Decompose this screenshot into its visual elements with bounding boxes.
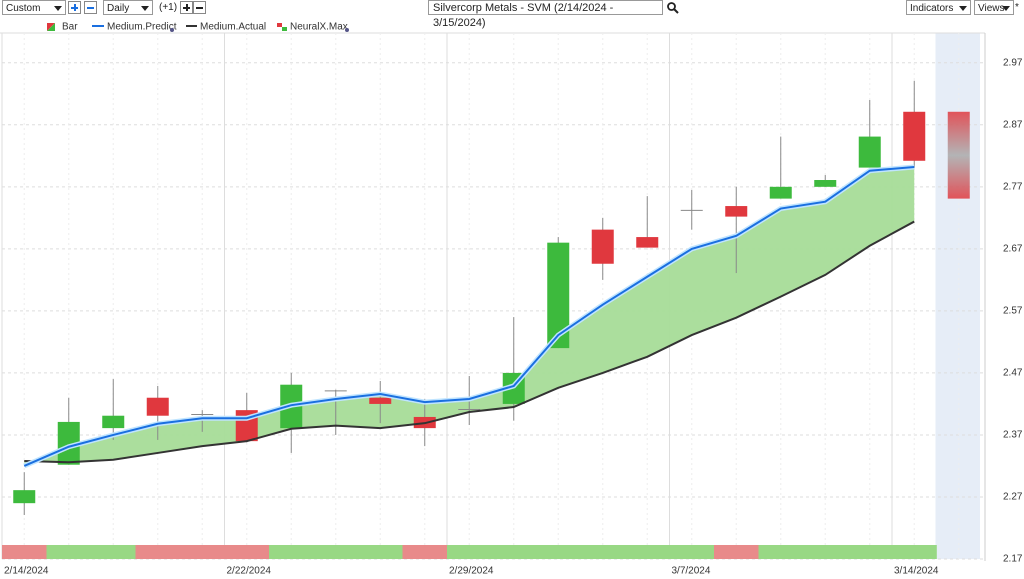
neuralx-cell — [847, 545, 893, 559]
neuralx-cell — [803, 545, 848, 559]
candle-body — [547, 242, 570, 349]
neuralx-cell — [269, 545, 314, 559]
candle-body — [102, 415, 125, 429]
candle-body — [903, 111, 926, 161]
legend-dot — [345, 28, 349, 32]
views-menu[interactable]: Views — [974, 0, 1014, 15]
neuralx-cell — [625, 545, 670, 559]
zoom-out[interactable] — [84, 1, 97, 14]
neuralx-cell — [669, 545, 715, 559]
offset-minus[interactable] — [193, 1, 206, 14]
legend-dot — [170, 28, 174, 32]
x-tick-label: 2/29/2024 — [449, 566, 494, 577]
offset-plus[interactable] — [180, 1, 193, 14]
y-tick-label: 2.47 — [1003, 368, 1023, 379]
candle-body — [13, 490, 36, 504]
y-tick-label: 2.87 — [1003, 119, 1023, 130]
candle-body — [57, 421, 80, 465]
chart-title: Silvercorp Metals - SVM (2/14/2024 - 3/1… — [428, 0, 663, 29]
y-tick-label: 2.97 — [1003, 57, 1023, 68]
candle-body — [769, 186, 792, 199]
legend-label: Bar — [62, 22, 78, 33]
indicators-menu[interactable]: Indicators — [906, 0, 971, 15]
range-select[interactable]: Custom — [2, 0, 66, 15]
neuralx-cell — [46, 545, 92, 559]
candle-body — [814, 180, 837, 187]
legend-icon — [277, 23, 282, 27]
chart: 2.17 2.27 2.37 2.47 2.57 2.67 2.77 2.87 2.97 2/14… — [0, 22, 1023, 577]
neuralx-cell — [91, 545, 136, 559]
neuralx-cell — [135, 545, 181, 559]
search-icon[interactable] — [666, 1, 680, 15]
candle-body — [858, 136, 881, 168]
y-tick-label: 2.17 — [1003, 554, 1023, 565]
neuralx-cell — [224, 545, 270, 559]
series-line — [24, 220, 915, 464]
legend-label: Medium.Predict — [107, 22, 177, 33]
neuralx-cell — [536, 545, 581, 559]
legend-label: Medium.Actual — [200, 22, 266, 33]
legend-icon — [282, 27, 287, 31]
neuralx-cell — [892, 545, 937, 559]
neuralx-cell — [402, 545, 448, 559]
y-tick-label: 2.77 — [1003, 181, 1023, 192]
candle-body — [636, 237, 659, 248]
x-tick-label: 2/22/2024 — [227, 566, 272, 577]
neuralx-cell — [180, 545, 225, 559]
x-tick-label: 3/7/2024 — [672, 566, 711, 577]
legend-label: NeuralX.Max — [290, 22, 348, 33]
neuralx-cell — [580, 545, 626, 559]
x-tick-label: 3/14/2024 — [894, 566, 939, 577]
y-tick-label: 2.67 — [1003, 243, 1023, 254]
interval-select[interactable]: Daily — [103, 0, 153, 15]
zoom-in[interactable] — [68, 1, 81, 14]
legend-icon — [47, 23, 55, 31]
y-tick-label: 2.57 — [1003, 306, 1023, 317]
neuralx-cell — [491, 545, 537, 559]
neuralx-cell — [313, 545, 359, 559]
neuralx-cell — [447, 545, 492, 559]
neuralx-cell — [2, 545, 47, 559]
candle-body — [591, 229, 614, 264]
y-tick-label: 2.27 — [1003, 492, 1023, 503]
neuralx-cell — [758, 545, 804, 559]
candle-body — [146, 397, 169, 416]
candle-body — [725, 206, 748, 217]
series-line — [23, 165, 915, 467]
y-tick-label: 2.37 — [1003, 430, 1023, 441]
candle-body — [369, 397, 392, 404]
offset-label: (+1) — [156, 0, 180, 15]
star: * — [1015, 0, 1024, 15]
forecast-bar — [947, 111, 970, 199]
x-tick-label: 2/14/2024 — [4, 566, 49, 577]
neuralx-cell — [714, 545, 759, 559]
neuralx-cell — [358, 545, 403, 559]
